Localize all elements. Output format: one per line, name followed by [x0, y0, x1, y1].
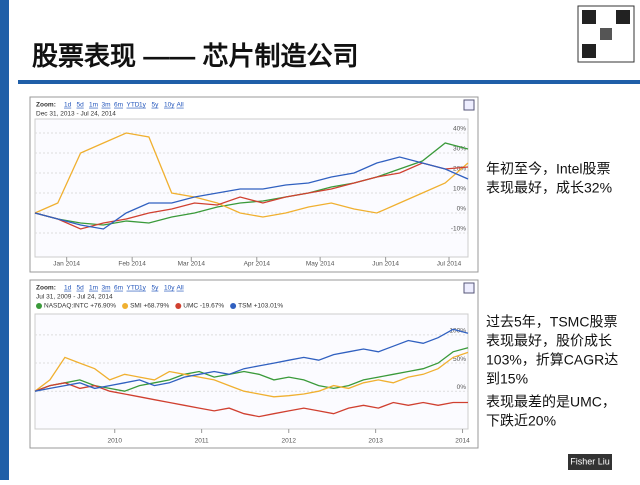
x-tick-label: Feb 2014 — [118, 261, 146, 268]
x-tick-label: May 2014 — [306, 261, 335, 268]
x-tick-label: 2010 — [108, 438, 123, 445]
zoom-button[interactable]: 5y — [152, 102, 160, 109]
zoom-button[interactable]: 1y — [139, 102, 147, 109]
legend-label: UMC -19.67% — [183, 303, 224, 310]
date-range: Dec 31, 2013 - Jul 24, 2014 — [36, 111, 116, 118]
x-tick-label: Jan 2014 — [53, 261, 80, 268]
series-line — [34, 162, 469, 230]
zoom-button[interactable]: 5d — [77, 285, 85, 292]
y-tick-label: 10% — [453, 186, 466, 193]
chart: Zoom: 1d 5d 1m 3m 6m YTD 1y 5y 10y All Jul 31, 2009… — [29, 279, 479, 449]
note-line: 过去5年，TSMC股票 — [486, 314, 617, 330]
legend-swatch — [230, 303, 237, 309]
x-tick-label: 2013 — [368, 438, 383, 445]
zoom-button[interactable]: 6m — [114, 285, 123, 292]
legend-label: NASDAQ:INTC +76.90% — [44, 303, 116, 310]
fullscreen-icon[interactable] — [463, 282, 475, 294]
zoom-button[interactable]: 10y — [164, 102, 175, 109]
note-line: 表现最差的是UMC， — [486, 394, 616, 410]
date-range: Jul 31, 2009 - Jul 24, 2014 — [36, 294, 113, 301]
x-tick-label: Jul 2014 — [437, 261, 462, 268]
slide-title: 股票表现 —— 芯片制造公司 — [32, 41, 358, 71]
y-tick-label: 0% — [457, 206, 467, 213]
qr-code — [577, 5, 635, 63]
zoom-button[interactable]: All — [177, 102, 185, 109]
series-line — [34, 328, 469, 392]
note-line: 表现最好，股价成长 — [486, 333, 612, 349]
zoom-button[interactable]: 1d — [64, 102, 72, 109]
y-tick-label: 30% — [453, 146, 466, 153]
zoom-button[interactable]: 5y — [152, 285, 160, 292]
title-rule — [18, 80, 640, 84]
y-tick-label: 40% — [453, 126, 466, 133]
zoom-button[interactable]: YTD — [127, 102, 140, 109]
zoom-label: Zoom: — [36, 102, 56, 109]
note-line: 年初至今，Intel股票 — [486, 161, 610, 177]
series-line — [34, 142, 469, 226]
zoom-button[interactable]: All — [177, 285, 185, 292]
zoom-button[interactable]: 1m — [89, 102, 98, 109]
legend-label: SMI +68.79% — [130, 303, 169, 310]
legend-swatch — [175, 303, 182, 309]
x-tick-label: Apr 2014 — [244, 261, 271, 268]
y-tick-label: 50% — [453, 356, 466, 363]
legend-label: TSM +103.01% — [238, 303, 283, 310]
zoom-button[interactable]: 3m — [102, 102, 111, 109]
zoom-button[interactable]: 1d — [64, 285, 72, 292]
series-line — [34, 132, 469, 218]
note-line: 103%，折算CAGR达 — [486, 352, 618, 368]
y-tick-label: 20% — [453, 166, 466, 173]
fullscreen-icon[interactable] — [463, 99, 475, 111]
series-line — [34, 382, 468, 418]
series-line — [34, 156, 469, 230]
x-tick-label: 2011 — [195, 438, 209, 445]
x-tick-label: 2012 — [282, 438, 297, 445]
x-tick-label: Jun 2014 — [372, 261, 399, 268]
y-tick-label: -10% — [451, 226, 466, 233]
author: Fisher Liu — [570, 456, 610, 466]
series-line — [34, 351, 469, 398]
zoom-button[interactable]: 3m — [102, 285, 111, 292]
zoom-button[interactable]: 1m — [89, 285, 98, 292]
x-tick-label: 2014 — [455, 438, 470, 445]
note-line: 到15% — [486, 371, 528, 387]
note-line: 表现最好，成长32% — [486, 180, 612, 196]
zoom-button[interactable]: 6m — [114, 102, 123, 109]
zoom-button[interactable]: 10y — [164, 285, 175, 292]
zoom-button[interactable]: 1y — [139, 285, 147, 292]
note-line: 下跌近20% — [486, 413, 556, 429]
series-line — [34, 347, 469, 392]
x-tick-label: Mar 2014 — [178, 261, 206, 268]
legend-swatch — [36, 303, 42, 309]
chart: Zoom: 1d 5d 1m 3m 6m YTD 1y 5y 10y All Dec 31, 2013… — [29, 96, 479, 273]
plot-area — [34, 313, 469, 430]
zoom-label: Zoom: — [36, 285, 56, 292]
zoom-button[interactable]: YTD — [127, 285, 140, 292]
legend-swatch — [122, 303, 129, 309]
plot-area — [34, 118, 469, 258]
side-bar — [0, 0, 9, 480]
y-tick-label: 0% — [457, 384, 467, 391]
zoom-button[interactable]: 5d — [77, 102, 85, 109]
author-tag — [568, 454, 612, 470]
